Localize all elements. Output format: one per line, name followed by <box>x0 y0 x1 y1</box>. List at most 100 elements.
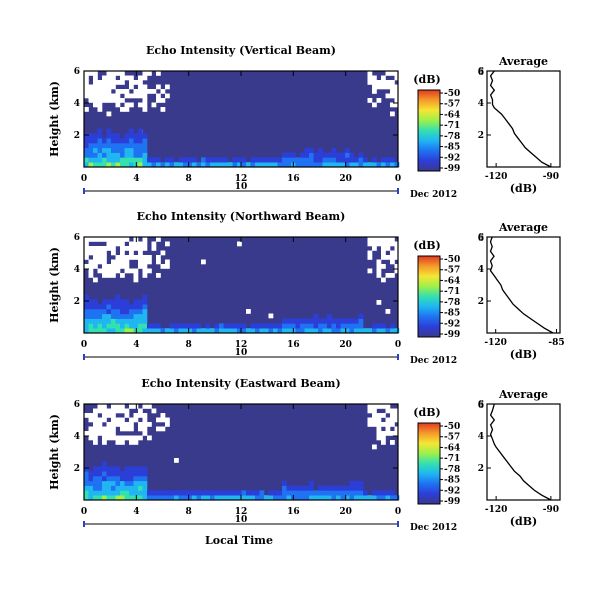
heatmap-cell <box>129 152 134 158</box>
heatmap-cell <box>111 75 116 81</box>
heatmap-cell <box>196 495 202 501</box>
heatmap-cell <box>115 162 121 168</box>
heatmap-cell <box>111 413 116 418</box>
heatmap-cell <box>187 162 193 168</box>
heatmap-cell <box>381 413 386 418</box>
heatmap-cell <box>156 71 161 76</box>
heatmap-cell <box>115 259 121 265</box>
heatmap-cell <box>291 318 296 324</box>
heatmap-cell <box>358 328 364 334</box>
heatmap-cell <box>142 133 148 139</box>
heatmap-cell <box>372 75 377 81</box>
heatmap-cell <box>250 328 256 334</box>
heatmap-cell <box>268 323 274 329</box>
heatmap-cell <box>129 93 134 99</box>
heatmap-cell <box>129 128 134 134</box>
heatmap-cell <box>102 417 107 423</box>
heatmap-cell <box>367 237 373 242</box>
heatmap-cell <box>228 328 233 334</box>
heatmap-cell <box>129 440 134 445</box>
heatmap-cell <box>93 471 98 477</box>
colorbar-tick-label: -85 <box>444 143 460 153</box>
heatmap-cell <box>111 404 116 409</box>
heatmap-cell <box>88 273 94 278</box>
heatmap-cell <box>97 417 103 423</box>
heatmap-cell <box>129 422 134 427</box>
heatmap-cell <box>372 413 377 418</box>
heatmap-cell <box>282 318 287 324</box>
heatmap-cell <box>111 84 116 90</box>
heatmap-cell <box>115 93 121 99</box>
heatmap-cell <box>124 495 130 501</box>
heatmap-cell <box>106 435 112 441</box>
heatmap-cell <box>156 84 161 90</box>
heatmap-cell <box>124 138 130 144</box>
colorbar-tick-label: -99 <box>444 330 460 340</box>
heatmap-cell <box>111 431 116 436</box>
heatmap-cell <box>394 71 400 76</box>
heatmap-cell <box>84 495 89 501</box>
heatmap-cell <box>192 328 197 334</box>
heatmap-cell <box>367 98 373 103</box>
heatmap-cell <box>93 466 98 472</box>
heatmap-cell <box>88 323 94 329</box>
heatmap-cell <box>97 485 103 491</box>
heatmap-cell <box>381 246 386 251</box>
heatmap-cell <box>354 495 359 501</box>
heatmap-cell <box>138 255 143 260</box>
heatmap-cell <box>120 143 125 149</box>
heatmap-cell <box>304 485 310 491</box>
x-tick-label: 0 <box>395 340 401 350</box>
heatmap-cell <box>381 404 386 409</box>
heatmap-cell <box>322 162 328 168</box>
profile-x-tick-label: -85 <box>548 338 564 348</box>
heatmap-cell <box>286 318 292 324</box>
x-tick-label: 0 <box>81 174 87 184</box>
heatmap-cell <box>84 80 89 85</box>
heatmap-cell <box>385 241 391 247</box>
heatmap-cell <box>160 490 166 496</box>
colorbar-tick-label: -71 <box>444 287 460 297</box>
heatmap-cell <box>88 264 94 269</box>
heatmap-cell <box>115 237 121 242</box>
heatmap-cell <box>327 323 332 329</box>
heatmap-cell <box>142 71 148 76</box>
heatmap-cell <box>138 422 143 427</box>
heatmap-cell <box>142 143 148 149</box>
heatmap-cell <box>120 328 125 334</box>
heatmap-cell <box>336 318 341 324</box>
heatmap-cell <box>390 80 395 85</box>
heatmap-cell <box>345 147 350 153</box>
heatmap-cell <box>178 495 184 501</box>
profile-x-label: (dB) <box>510 515 537 528</box>
profile-title: Average <box>498 55 548 68</box>
heatmap-cell <box>133 80 139 85</box>
heatmap-cell <box>138 471 143 477</box>
heatmap-cell <box>390 71 395 76</box>
heatmap-cell <box>111 417 116 423</box>
heatmap-cell <box>322 328 328 334</box>
heatmap-cell <box>97 476 103 482</box>
heatmap-cell <box>133 304 139 310</box>
heatmap-cell <box>111 80 116 85</box>
heatmap-cell <box>372 162 377 168</box>
heatmap-cell <box>115 138 121 144</box>
heatmap-cell <box>120 422 125 427</box>
heatmap-cell <box>304 495 310 501</box>
heatmap-cell <box>327 157 332 163</box>
profile-x-tick-label: -90 <box>543 505 559 515</box>
heatmap-cell <box>381 277 386 283</box>
heatmap-cell <box>349 480 355 486</box>
heatmap-cell <box>111 241 116 247</box>
heatmap-cell <box>336 157 341 163</box>
heatmap-cell <box>115 268 121 274</box>
x-tick-label: 20 <box>339 507 352 517</box>
heatmap-cell <box>93 328 98 334</box>
heatmap-cell <box>120 490 125 496</box>
heatmap-cell <box>111 299 116 305</box>
heatmap-cell <box>129 250 134 256</box>
heatmap-cell <box>93 71 98 76</box>
heatmap-cell <box>358 490 364 496</box>
heatmap-cell <box>385 328 391 334</box>
